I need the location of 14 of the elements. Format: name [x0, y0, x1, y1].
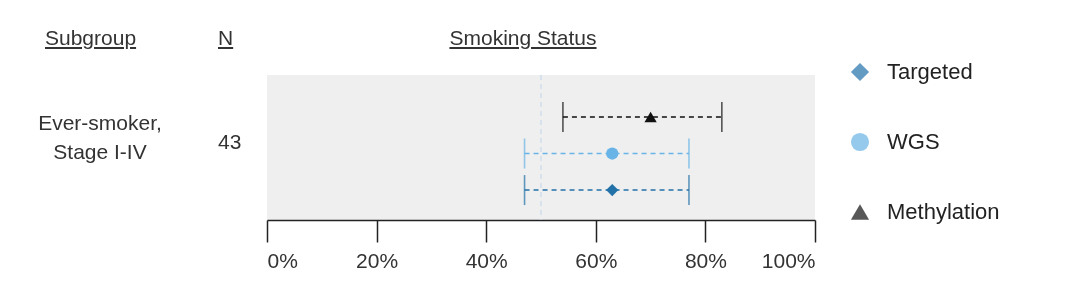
x-tick-label: 0% [267, 248, 298, 272]
text: N [218, 26, 234, 50]
legend-label: Methylation [887, 199, 1000, 224]
legend-label: Targeted [887, 59, 973, 84]
x-tick-label: 60% [575, 248, 618, 272]
text: 43 [218, 130, 242, 154]
x-tick-label: 80% [684, 248, 727, 272]
y-tick-label: Ever-smoker, Stage I-IV [37, 110, 163, 165]
chart-title: Smoking Status [448, 26, 598, 50]
text: Subgroup [45, 26, 137, 50]
x-tick-label: 100% [761, 248, 816, 272]
legend-label: WGS [887, 129, 940, 154]
x-tick-label: 40% [465, 248, 508, 272]
x-tick-label: 20% [356, 248, 399, 272]
